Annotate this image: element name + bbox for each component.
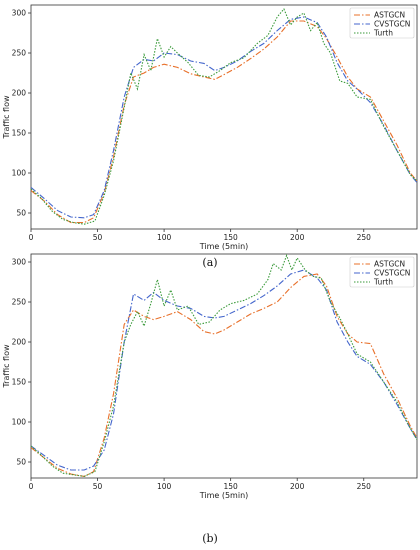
x-tick-label: 0 bbox=[29, 482, 34, 491]
x-axis-label: Time (5min) bbox=[199, 491, 249, 500]
series-line-cvstgcn bbox=[31, 269, 417, 471]
y-tick-label: 150 bbox=[12, 129, 27, 138]
x-tick-label: 200 bbox=[290, 482, 305, 491]
legend-entry: CVSTGCN bbox=[374, 20, 410, 29]
y-tick-label: 300 bbox=[12, 9, 27, 18]
chart-panel-b: 0 50 100 150 200 250 50 100 150 200 250 300 ASTGCNC… bbox=[2, 253, 418, 545]
x-tick-label: 50 bbox=[93, 482, 103, 491]
legend-entry: ASTGCN bbox=[374, 11, 405, 20]
y-tick-label: 50 bbox=[16, 458, 26, 467]
panel-label: (a) bbox=[202, 256, 217, 269]
legend-entry: Turth bbox=[373, 278, 393, 287]
series-line-turth bbox=[31, 7, 417, 225]
y-tick-label: 200 bbox=[12, 89, 27, 98]
legend-entry: CVSTGCN bbox=[374, 269, 410, 278]
series-line-astgcn bbox=[31, 20, 417, 224]
y-tick-label: 300 bbox=[12, 258, 27, 267]
legend-entry: ASTGCN bbox=[374, 260, 405, 269]
x-tick-label: 50 bbox=[93, 233, 103, 242]
x-tick-label: 150 bbox=[223, 233, 238, 242]
x-tick-label: 100 bbox=[157, 482, 172, 491]
y-tick-label: 200 bbox=[12, 338, 27, 347]
x-tick-label: 250 bbox=[357, 482, 372, 491]
plot-frame bbox=[30, 253, 418, 479]
legend-entry: Turth bbox=[373, 29, 393, 38]
y-tick-label: 250 bbox=[12, 49, 27, 58]
x-axis-label: Time (5min) bbox=[199, 242, 249, 251]
series-line-turth bbox=[31, 254, 417, 477]
y-axis-label: Traffic flow bbox=[2, 344, 11, 389]
x-tick-label: 150 bbox=[223, 482, 238, 491]
panel-label: (b) bbox=[202, 532, 218, 545]
y-tick-label: 100 bbox=[12, 169, 27, 178]
y-tick-label: 50 bbox=[16, 209, 26, 218]
plot-frame bbox=[30, 4, 418, 230]
x-tick-label: 100 bbox=[157, 233, 172, 242]
y-axis-label: Traffic flow bbox=[2, 95, 11, 140]
x-tick-label: 250 bbox=[357, 233, 372, 242]
x-tick-label: 200 bbox=[290, 233, 305, 242]
y-tick-label: 150 bbox=[12, 378, 27, 387]
x-tick-label: 0 bbox=[29, 233, 34, 242]
series-line-astgcn bbox=[31, 273, 417, 477]
y-tick-label: 250 bbox=[12, 298, 27, 307]
series-line-cvstgcn bbox=[31, 16, 417, 219]
y-tick-label: 100 bbox=[12, 418, 27, 427]
